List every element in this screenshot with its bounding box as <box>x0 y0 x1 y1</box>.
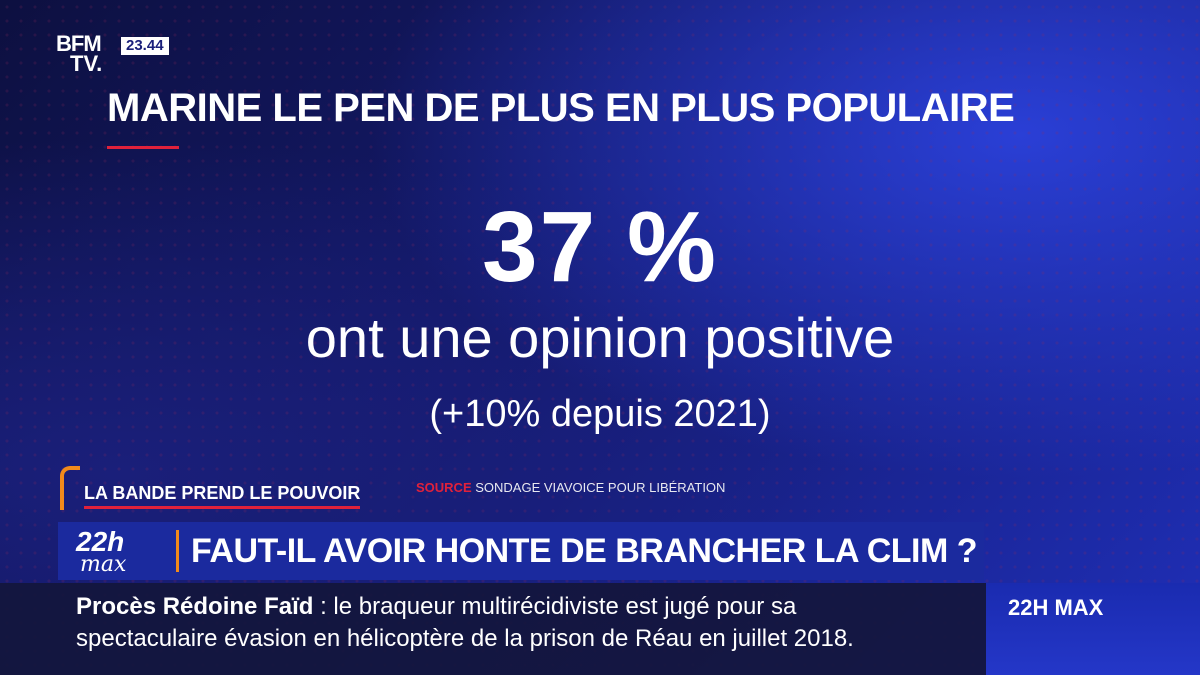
source-key: SOURCE <box>416 480 472 495</box>
source-credit: SOURCE SONDAGE VIAVOICE POUR LIBÉRATION <box>416 480 725 495</box>
stat-change: (+10% depuis 2021) <box>429 393 771 435</box>
badge-top: 22h <box>76 526 125 557</box>
show-bar: LA BANDE PREND LE POUVOIR <box>60 466 361 510</box>
badge-bottom: max <box>80 552 127 577</box>
headline-bar: 22h max FAUT-IL AVOIR HONTE DE BRANCHER … <box>58 522 984 580</box>
headline-text: FAUT-IL AVOIR HONTE DE BRANCHER LA CLIM … <box>191 531 978 570</box>
show-badge: 22h max <box>66 524 170 578</box>
channel-logo: BFM TV. <box>56 31 103 76</box>
show-hook-icon <box>60 466 80 510</box>
badge-separator <box>176 530 179 572</box>
stat-value: 37 % <box>482 191 718 303</box>
logo-line-2: TV. <box>70 51 103 76</box>
show-label: LA BANDE PREND LE POUVOIR <box>84 483 361 509</box>
page-title: MARINE LE PEN DE PLUS EN PLUS POPULAIRE <box>107 86 1015 130</box>
ticker-line-1: Procès Rédoine Faïd : le braqueur multir… <box>76 593 796 621</box>
ticker-line-2: spectaculaire évasion en hélicoptère de … <box>76 625 854 652</box>
source-value: SONDAGE VIAVOICE POUR LIBÉRATION <box>475 480 726 495</box>
ticker-topic: Procès Rédoine Faïd <box>76 593 314 620</box>
logo-line-1: BFM <box>56 31 102 56</box>
ticker-brand: 22H MAX <box>986 583 1200 675</box>
stat-label: ont une opinion positive <box>305 306 895 369</box>
ticker-line-1-rest: : le braqueur multirécidiviste est jugé … <box>313 593 797 620</box>
clock: 23.44 <box>121 37 169 55</box>
title-underline <box>107 146 179 149</box>
ticker-brand-label: 22H MAX <box>1008 595 1104 620</box>
